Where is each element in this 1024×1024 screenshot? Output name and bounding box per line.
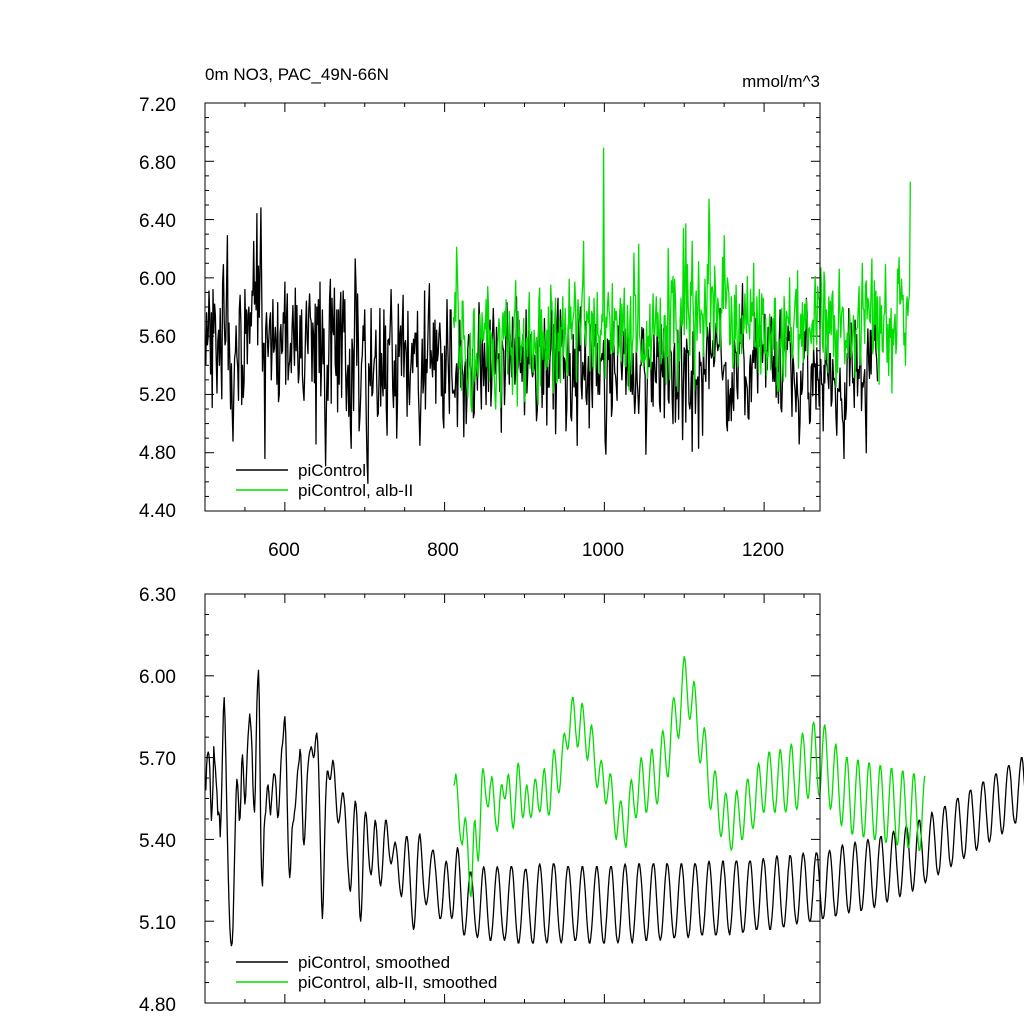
top-x-tick-label: 1200 bbox=[742, 540, 784, 561]
bottom-y-tick-label: 6.00 bbox=[139, 667, 176, 688]
bottom-legend: piControl, smoothed piControl, alb-II, s… bbox=[236, 953, 497, 992]
bottom-series-line-picontrol-alb-ii bbox=[453, 656, 926, 898]
top-y-tick-label: 4.80 bbox=[139, 443, 176, 464]
legend-label-picontrol: piControl bbox=[298, 461, 366, 480]
top-x-tick-label: 800 bbox=[427, 540, 459, 561]
top-x-tick-labels: 600 800 1000 1200 bbox=[268, 540, 784, 561]
bottom-series-line-picontrol bbox=[205, 669, 1024, 947]
top-y-tick-label: 6.00 bbox=[139, 269, 176, 290]
bottom-plot-area bbox=[205, 656, 1024, 947]
top-legend: piControl piControl, alb-II bbox=[236, 461, 413, 500]
legend-label-picontrol-smoothed: piControl, smoothed bbox=[298, 953, 450, 972]
top-series-line-picontrol bbox=[205, 207, 879, 484]
top-series-line-picontrol-alb-ii bbox=[452, 147, 911, 413]
top-plot-area bbox=[205, 147, 911, 484]
top-y-tick-label: 7.20 bbox=[139, 95, 176, 116]
bottom-y-tick-label: 5.40 bbox=[139, 831, 176, 852]
top-x-tick-label: 600 bbox=[268, 540, 300, 561]
bottom-axis-ticks bbox=[205, 593, 820, 1004]
top-panel-title: 0m NO3, PAC_49N-66N bbox=[205, 65, 389, 84]
top-x-tick-label: 1000 bbox=[582, 540, 624, 561]
bottom-y-tick-label: 6.30 bbox=[139, 585, 176, 606]
bottom-y-tick-labels: 4.80 5.10 5.40 5.70 6.00 6.30 bbox=[139, 585, 176, 1016]
bottom-y-tick-label: 5.70 bbox=[139, 749, 176, 770]
bottom-y-tick-label: 5.10 bbox=[139, 913, 176, 934]
top-y-tick-label: 4.40 bbox=[139, 501, 176, 522]
top-plot-frame bbox=[204, 102, 821, 512]
top-y-tick-label: 6.80 bbox=[139, 153, 176, 174]
top-y-tick-labels: 4.40 4.80 5.20 5.60 6.00 6.40 6.80 7.20 bbox=[139, 95, 176, 522]
top-y-tick-label: 5.20 bbox=[139, 385, 176, 406]
top-y-tick-label: 5.60 bbox=[139, 327, 176, 348]
top-panel-units: mmol/m^3 bbox=[742, 72, 820, 91]
top-y-tick-label: 6.40 bbox=[139, 211, 176, 232]
bottom-plot-frame bbox=[204, 593, 821, 1004]
top-panel: 0m NO3, PAC_49N-66N mmol/m^3 4.40 4.80 5… bbox=[139, 65, 911, 561]
bottom-y-tick-label: 4.80 bbox=[139, 995, 176, 1016]
legend-label-picontrol-alb-ii-smoothed: piControl, alb-II, smoothed bbox=[298, 973, 497, 992]
legend-label-picontrol-alb-ii: piControl, alb-II bbox=[298, 481, 413, 500]
bottom-panel: 4.80 5.10 5.40 5.70 6.00 6.30 piControl,… bbox=[139, 585, 1024, 1016]
